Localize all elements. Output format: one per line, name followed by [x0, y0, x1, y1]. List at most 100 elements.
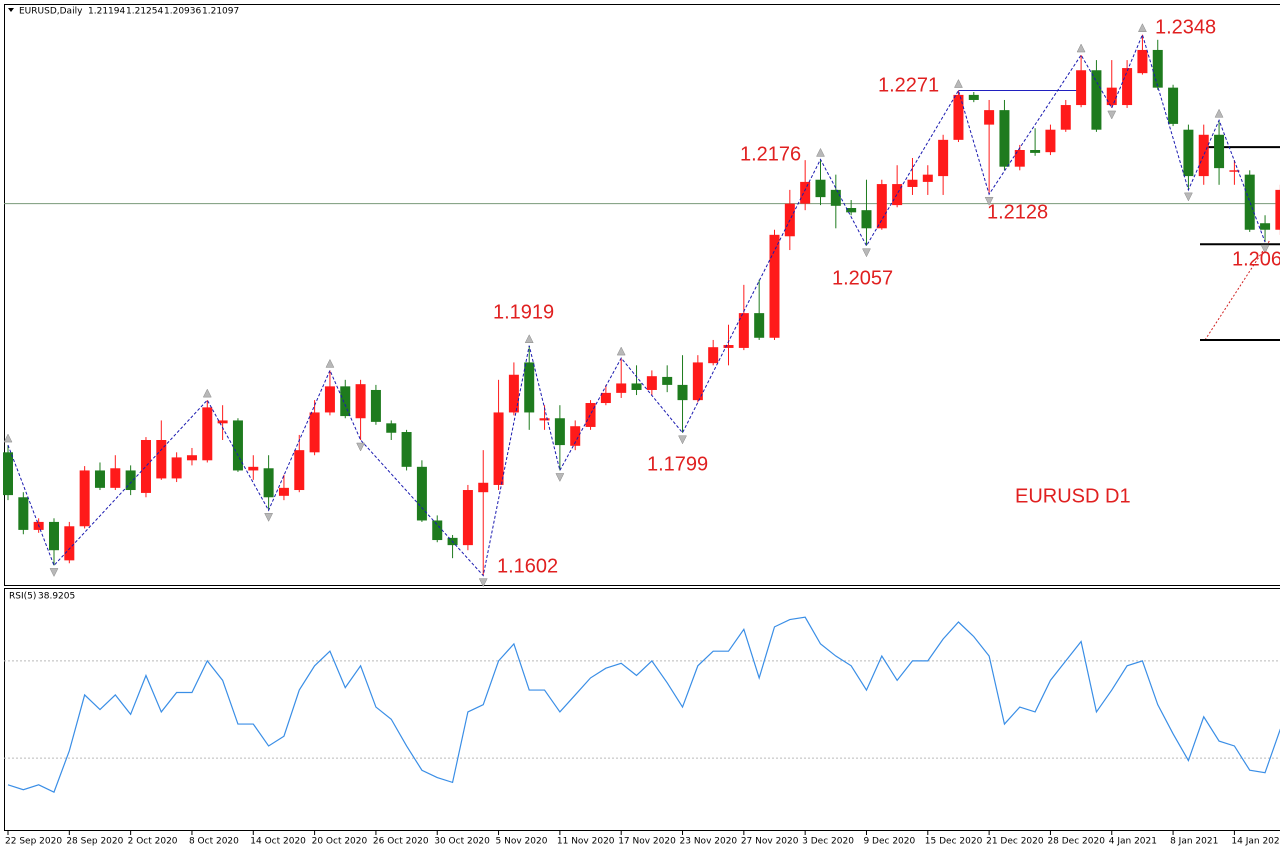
pivot-arrow: [49, 568, 59, 577]
header-value: 1.21254: [126, 7, 163, 17]
candle-body: [370, 389, 381, 422]
rsi-panel: [4, 588, 1280, 831]
x-tick-label: 3 Dec 2020: [802, 837, 854, 847]
pivot-arrow: [616, 346, 626, 356]
candle-body: [846, 208, 857, 213]
pivot-arrow: [954, 78, 963, 88]
x-tick-label: 28 Dec 2020: [1047, 837, 1105, 847]
x-tick-label: 5 Nov 2020: [496, 837, 548, 847]
price-annotation: 1.2062: [1232, 248, 1280, 270]
candle-body: [876, 184, 887, 229]
pivot-arrow: [816, 147, 825, 157]
candle-body: [677, 384, 688, 401]
candle-body: [738, 313, 749, 348]
pivot-arrow: [984, 196, 994, 206]
rsi-value: 38.9205: [38, 592, 75, 602]
candle-body: [1091, 70, 1102, 130]
rsi-title: RSI(5): [9, 592, 36, 602]
x-tick-label: 4 Jan 2021: [1109, 837, 1157, 847]
candle-body: [1076, 70, 1087, 106]
pivot-arrow: [356, 442, 365, 452]
candle-body: [324, 386, 335, 413]
pivot-arrow: [1184, 192, 1193, 202]
candle-body: [493, 412, 504, 485]
candle-body: [754, 313, 765, 338]
candle-body: [600, 392, 611, 404]
x-tick-label: 26 Oct 2020: [373, 837, 429, 847]
header-value: 1.21097: [202, 7, 239, 17]
candle-body: [922, 174, 933, 182]
header-value: 1.21194: [88, 7, 125, 17]
candle-body: [585, 403, 596, 427]
candle-body: [1030, 150, 1041, 153]
x-tick-label: 21 Dec 2020: [986, 837, 1044, 847]
candle-body: [769, 234, 780, 338]
x-tick-label: 30 Oct 2020: [434, 837, 490, 847]
symbol-title: EURUSD,Daily: [19, 7, 83, 17]
x-tick-label: 14 Jan 2021: [1231, 837, 1280, 847]
candle-body: [263, 468, 274, 498]
candle-body: [110, 468, 121, 488]
candle-body: [416, 466, 427, 521]
candle-body: [539, 418, 550, 421]
candle-body: [94, 470, 105, 488]
price-annotation: 1.2057: [832, 267, 893, 289]
pivot-arrow: [1214, 108, 1224, 118]
candle-body: [1014, 150, 1025, 167]
x-tick-label: 15 Dec 2020: [925, 837, 983, 847]
price-annotation: 1.2271: [878, 74, 939, 96]
x-tick-label: 2 Oct 2020: [128, 837, 178, 847]
candle-body: [309, 412, 320, 453]
x-tick-label: 14 Oct 2020: [250, 837, 306, 847]
candle-body: [1214, 134, 1225, 169]
candle-body: [723, 345, 734, 348]
candle-body: [140, 440, 151, 493]
candle-body: [616, 383, 627, 393]
pivot-arrow: [202, 388, 212, 398]
price-annotation: 1.2348: [1155, 16, 1216, 38]
pivot-arrow: [1138, 23, 1147, 32]
price-annotation: 1.2176: [740, 143, 801, 165]
candle-body: [1183, 129, 1194, 177]
x-tick-label: 20 Oct 2020: [312, 837, 368, 847]
candle-body: [708, 347, 719, 364]
candle-body: [892, 184, 903, 206]
candle-body: [646, 376, 657, 390]
candle-body: [1152, 49, 1163, 88]
candle-body: [232, 420, 243, 471]
candle-body: [248, 466, 259, 471]
candle-body: [984, 110, 995, 125]
candle-body: [1198, 134, 1209, 177]
x-tick-label: 23 Nov 2020: [680, 837, 738, 847]
price-annotation: 1.1799: [647, 453, 708, 475]
candle-body: [1122, 68, 1133, 106]
pivot-arrow: [1260, 244, 1270, 254]
price-annotation: 1.2128: [987, 201, 1048, 223]
candle-body: [1168, 87, 1179, 124]
candle-body: [1275, 189, 1280, 230]
candle-body: [171, 457, 182, 479]
candle-body: [1244, 174, 1255, 230]
candle-body: [1045, 129, 1056, 153]
candle-body: [432, 520, 443, 541]
candle-body: [830, 189, 841, 206]
x-tick-label: 22 Sep 2020: [5, 837, 62, 847]
candle-body: [999, 110, 1010, 167]
candle-body: [508, 374, 519, 413]
pivot-arrow: [862, 248, 871, 258]
candle-body: [524, 362, 535, 413]
candle-body: [64, 526, 75, 561]
candle-body: [355, 384, 366, 419]
candle-body: [861, 210, 872, 229]
candle-body: [938, 139, 949, 177]
candle-body: [907, 179, 918, 187]
candle-body: [692, 362, 703, 401]
candle-body: [386, 423, 397, 433]
x-tick-label: 28 Sep 2020: [66, 837, 123, 847]
candle-body: [401, 432, 412, 467]
x-tick-label: 8 Jan 2021: [1170, 837, 1218, 847]
candle-body: [340, 386, 351, 417]
price-annotation: 1.1919: [493, 301, 554, 323]
candle-body: [278, 487, 289, 496]
price-annotation: EURUSD D1: [1015, 485, 1131, 507]
